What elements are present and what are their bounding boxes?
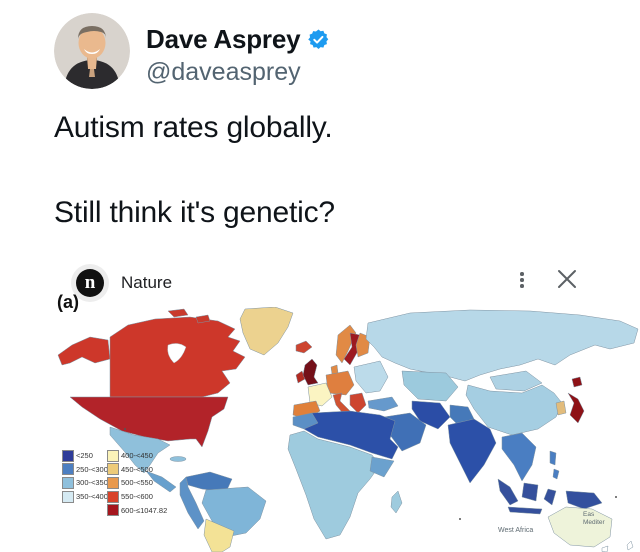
close-button[interactable] (554, 266, 580, 292)
nature-logo-letter: n (84, 271, 96, 293)
map-region-horn-of-africa (369, 456, 395, 478)
map-region-arctic-islands (167, 308, 211, 324)
close-icon (558, 270, 576, 288)
legend-swatch (107, 463, 119, 476)
map-region-cuba (169, 456, 187, 462)
map-speck (124, 428, 126, 430)
legend-row: 600-≤1047.82 (107, 503, 167, 517)
map-region-indonesia (497, 478, 557, 515)
legend-swatch (107, 504, 119, 517)
avatar[interactable] (54, 13, 130, 89)
map-region-subsaharan-africa (287, 430, 381, 540)
map-region-iran (411, 400, 451, 430)
nature-logo[interactable]: n (71, 264, 109, 302)
legend-label: 400-<450 (121, 451, 153, 461)
legend-row: 250-<300 (62, 463, 108, 477)
map-region-uk (302, 358, 319, 386)
map-region-denmark (330, 364, 339, 375)
map-region-eastern-europe (353, 360, 389, 394)
map-speck (459, 518, 461, 520)
map-region-central-america (145, 470, 177, 493)
legend-label: 550-<600 (121, 492, 153, 502)
map-region-japan (567, 376, 585, 424)
legend-label: 350-<400 (76, 492, 108, 502)
legend-label: <250 (76, 451, 93, 461)
map-region-tasmania (601, 545, 609, 552)
legend-row: 300-<350 (62, 476, 108, 490)
tweet-text-line-2: Still think it's genetic? (54, 196, 335, 229)
map-region-mongolia (489, 370, 543, 392)
map-region-north-africa (303, 410, 399, 460)
legend-swatch (107, 490, 119, 503)
legend-swatch (62, 449, 74, 462)
legend-swatch (62, 463, 74, 476)
map-region-iceland (295, 340, 313, 354)
map-region-russia (365, 309, 639, 382)
kebab-menu-button[interactable] (511, 267, 533, 293)
legend-row: <250 (62, 449, 106, 463)
map-region-turkey (367, 396, 399, 412)
legend-row: 400-<450 (107, 449, 167, 463)
verified-badge-icon (308, 29, 329, 49)
map-region-balkans (349, 392, 367, 414)
map-legend: <250 250-<300 300-<350 350-<400 400-<450 450… (62, 449, 167, 517)
legend-column-warm: 400-<450 450-<500 500-<550 550-<600 600-≤104… (107, 449, 167, 517)
legend-row: 450-<500 (107, 463, 167, 477)
tweet-text-line-1: Autism rates globally. (54, 111, 333, 144)
embed-source-label: Nature (121, 273, 173, 292)
map-region-new-zealand (626, 540, 634, 551)
kebab-dot (520, 284, 524, 288)
author-handle: @daveasprey (146, 58, 301, 86)
map-region-france (307, 382, 333, 407)
legend-swatch (107, 449, 119, 462)
legend-label: 300-<350 (76, 478, 108, 488)
map-region-alaska (57, 336, 111, 366)
map-region-kazakhstan (401, 370, 459, 402)
legend-label: 450-<500 (121, 464, 153, 474)
footnote-west-africa: West Africa (498, 527, 534, 534)
map-region-new-guinea (565, 490, 603, 510)
map-region-greenland (239, 307, 294, 356)
map-region-india (447, 418, 497, 484)
author-name[interactable]: Dave Asprey (146, 24, 301, 54)
map-region-usa (69, 396, 229, 448)
map-region-argentina-chile (203, 518, 235, 552)
kebab-dot (520, 278, 524, 282)
map-region-australia (547, 506, 613, 548)
footnote-east-mediter: Eas Mediter (583, 511, 605, 527)
map-speck (615, 496, 617, 498)
map-region-central-europe (325, 370, 355, 396)
footnote-east-line1: Eas (583, 511, 595, 518)
panel-label: (a) (57, 292, 79, 312)
map-region-mexico (109, 426, 171, 474)
footnote-east-line2: Mediter (583, 519, 605, 526)
author-row: Dave Asprey (146, 24, 330, 55)
map-region-philippines (549, 450, 560, 480)
map-region-southeast-asia (501, 432, 537, 482)
legend-row: 350-<400 (62, 490, 108, 504)
map-region-andes-countries (179, 476, 205, 530)
map-region-madagascar (390, 490, 403, 514)
kebab-dot (520, 272, 524, 276)
legend-swatch (107, 476, 119, 489)
map-region-china (465, 384, 563, 436)
avatar-illustration (54, 13, 130, 89)
hudson-bay (167, 343, 187, 364)
legend-label: 600-≤1047.82 (121, 505, 168, 515)
legend-swatch (62, 476, 74, 489)
legend-row: 550-<600 (107, 490, 167, 504)
legend-swatch (62, 490, 74, 503)
legend-row: 500-<550 (107, 476, 167, 490)
nature-logo-circle: n (76, 269, 104, 297)
legend-label: 250-<300 (76, 464, 108, 474)
legend-label: 500-<550 (121, 478, 153, 488)
world-map (57, 307, 639, 552)
legend-column-cool: <250 250-<300 300-<350 350-<400 (62, 449, 108, 517)
map-region-south-korea (555, 400, 567, 416)
